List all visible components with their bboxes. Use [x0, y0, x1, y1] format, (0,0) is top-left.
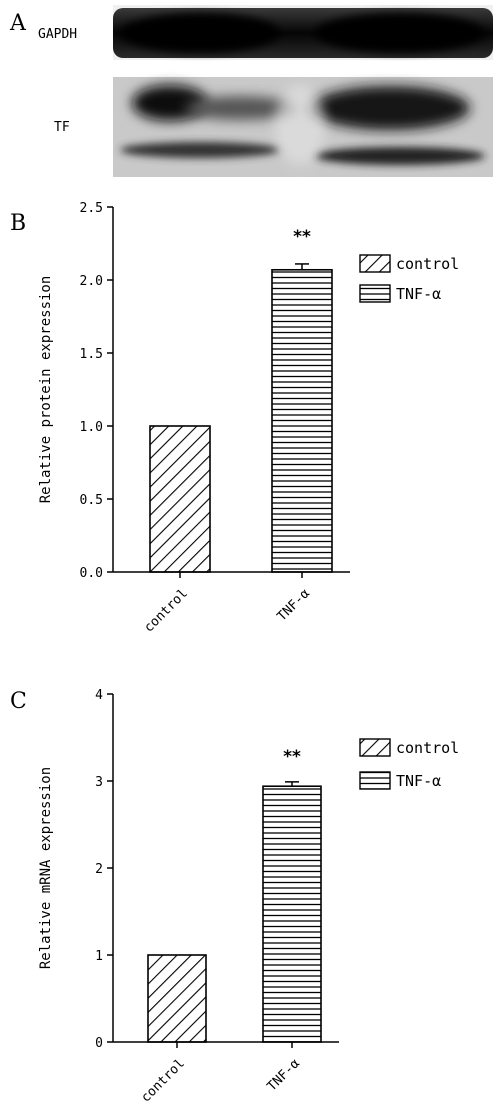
legend-label-1: TNF-α — [396, 285, 441, 303]
chart-c: 0 1 2 3 4 Relative mRNA expression control TNF-… — [38, 688, 459, 1106]
panel-letter-a: A — [9, 11, 27, 36]
y-tick-label: 2 — [95, 862, 103, 877]
y-tick-label: 1.0 — [80, 420, 103, 435]
y-tick-label: 2.0 — [80, 274, 103, 289]
y-tick-label: 1 — [95, 949, 103, 964]
bar-1 — [262, 785, 322, 1043]
blot-image-gapdh — [113, 5, 493, 60]
y-axis-title: Relative mRNA expression — [38, 767, 54, 969]
panel-b: B 0.0 0.5 1.0 1.5 2.0 2.5 Relative protein exp… — [10, 201, 459, 636]
panel-letter-b: B — [10, 211, 26, 236]
x-tick-label: control — [141, 586, 190, 635]
significance-marker: ** — [283, 747, 301, 767]
legend-swatch-0 — [359, 738, 391, 757]
panel-c: C 0 1 2 3 4 Relative mRNA expression control TN… — [10, 688, 459, 1106]
panel-letter-c: C — [10, 689, 27, 714]
legend-swatch-1 — [359, 284, 391, 303]
blot-label-tf: TF — [54, 120, 70, 135]
blot-image-tf — [113, 77, 493, 177]
panel-a: A GAPDH TF — [9, 5, 493, 177]
blot-label-gapdh: GAPDH — [38, 27, 77, 42]
legend-label-0: control — [396, 739, 459, 757]
y-tick-label: 0.5 — [80, 493, 103, 508]
y-tick-label: 0 — [95, 1036, 103, 1051]
bar-0 — [149, 425, 211, 573]
x-tick-label: TNF-α — [275, 586, 313, 624]
y-axis-title: Relative protein expression — [38, 276, 54, 504]
x-tick-label: TNF-α — [265, 1056, 303, 1094]
legend-swatch-1 — [359, 771, 391, 790]
y-tick-label: 4 — [95, 688, 103, 703]
legend-swatch-0 — [359, 254, 391, 273]
x-tick-label: control — [138, 1056, 187, 1105]
bar-0 — [147, 954, 207, 1043]
legend-label-1: TNF-α — [396, 772, 441, 790]
y-tick-label: 2.5 — [80, 201, 103, 216]
significance-marker: ** — [293, 227, 311, 247]
chart-b: 0.0 0.5 1.0 1.5 2.0 2.5 Relative protein expre… — [38, 201, 459, 636]
y-tick-label: 1.5 — [80, 347, 103, 362]
bar-1 — [271, 268, 333, 573]
y-tick-label: 0.0 — [80, 566, 103, 581]
legend-label-0: control — [396, 255, 459, 273]
y-tick-label: 3 — [95, 775, 103, 790]
